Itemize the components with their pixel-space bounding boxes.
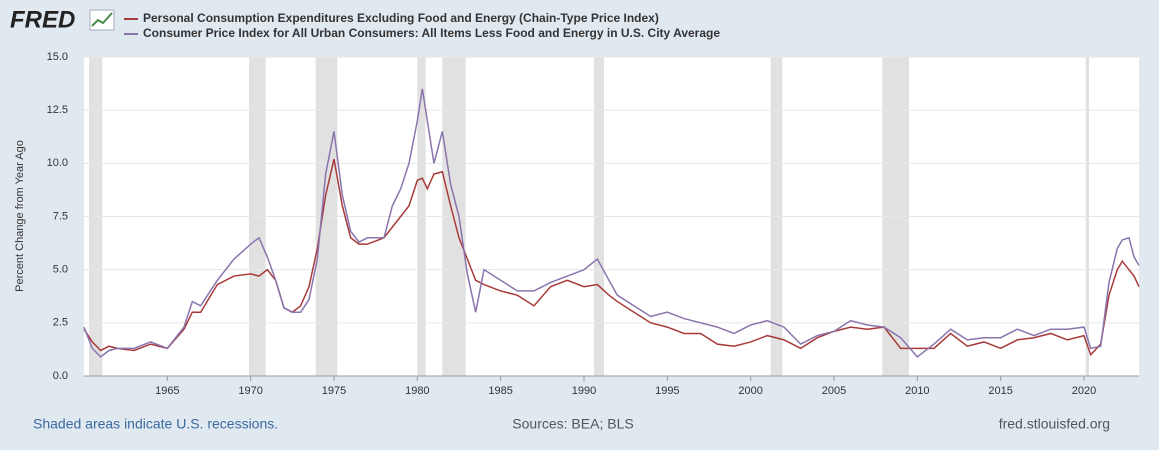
y-tick-label: 2.5 [53,317,68,329]
x-tick-label: 1985 [488,385,512,397]
x-tick-label: 1980 [405,385,429,397]
y-axis-label: Percent Change from Year Ago [14,140,26,292]
x-tick-label: 2015 [988,385,1012,397]
source: Sources: BEA; BLS [512,416,633,432]
x-tick-label: 2010 [905,385,929,397]
logo-icon [89,9,115,31]
series-line [83,88,1140,358]
y-tick-label: 12.5 [47,104,68,116]
y-tick-label: 0.0 [53,370,68,382]
logo-box [89,9,115,31]
x-tick-label: 1995 [655,385,679,397]
x-tick-label: 1975 [322,385,346,397]
y-tick-label: 10.0 [47,157,68,169]
x-tick-label: 2000 [738,385,762,397]
x-tick-label: 2005 [822,385,846,397]
x-tick-label: 1990 [572,385,596,397]
x-tick-label: 2020 [1072,385,1096,397]
y-tick-label: 15.0 [47,51,68,63]
y-tick-label: 7.5 [53,210,68,222]
x-tick-label: 1970 [238,385,262,397]
y-tick-label: 5.0 [53,264,68,276]
x-tick-label: 1965 [155,385,179,397]
recession-note[interactable]: Shaded areas indicate U.S. recessions. [33,416,278,432]
logo-line [91,12,113,27]
legend-label: Personal Consumption Expenditures Exclud… [143,11,659,25]
series-line [83,158,1140,357]
site[interactable]: fred.stlouisfed.org [999,416,1110,432]
logo[interactable]: FRED [10,6,75,33]
legend-label: Consumer Price Index for All Urban Consu… [143,26,720,40]
